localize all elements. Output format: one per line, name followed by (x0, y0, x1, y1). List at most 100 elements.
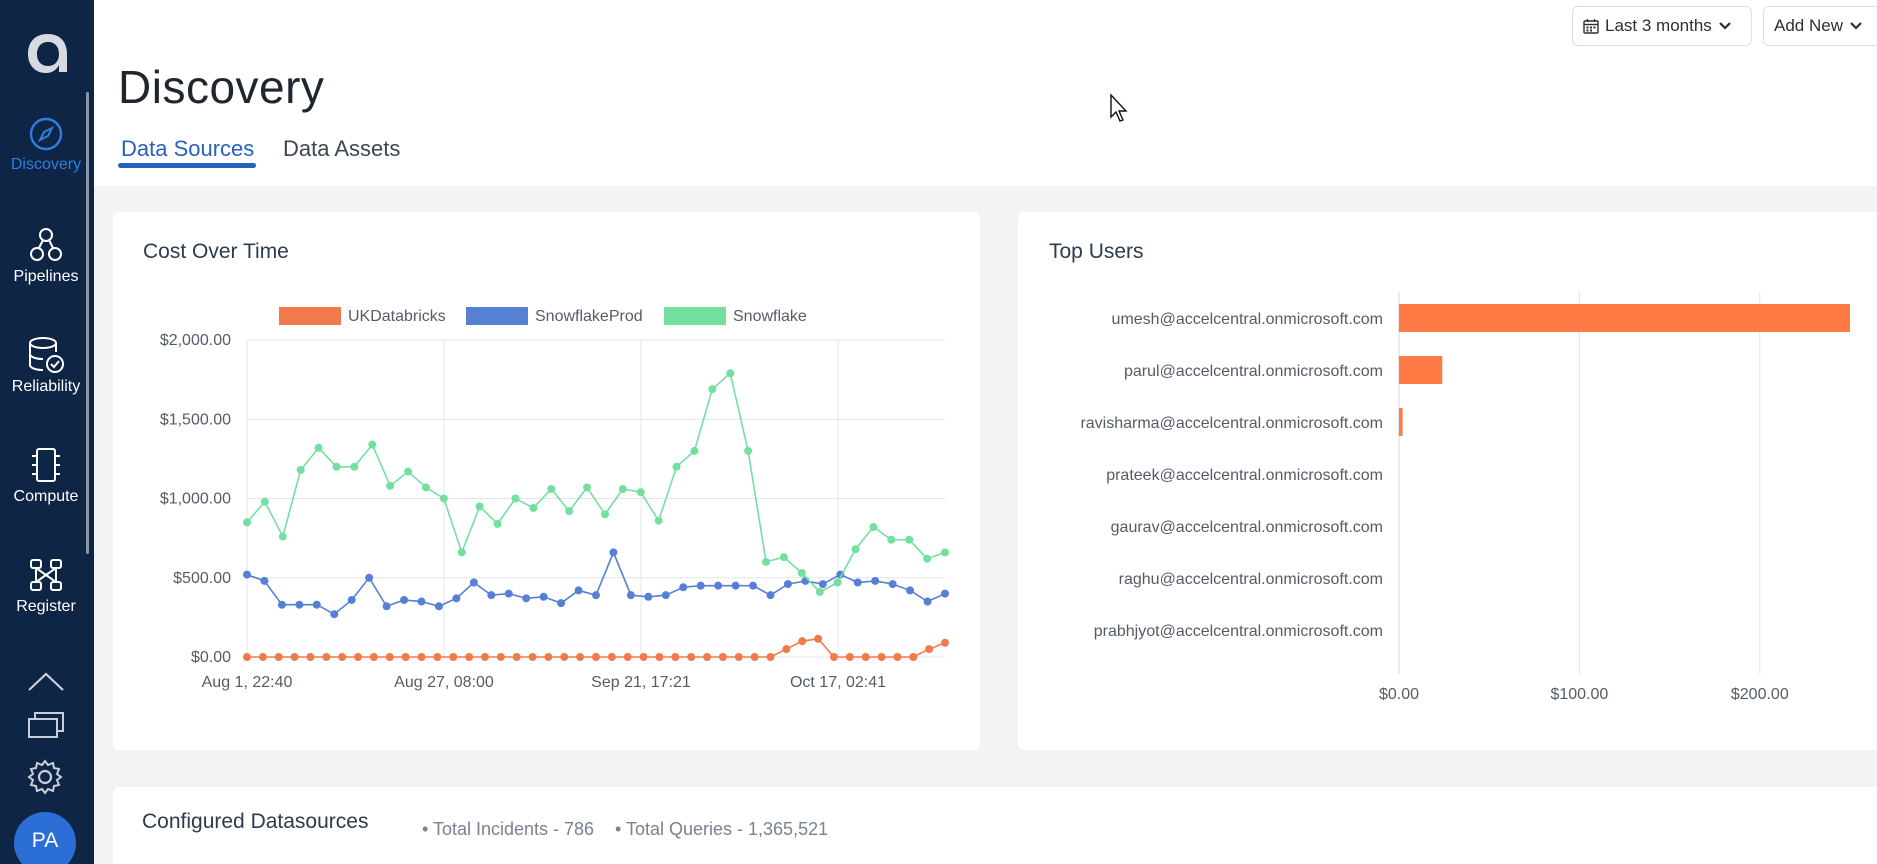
data-point (493, 519, 502, 528)
data-point (417, 597, 426, 606)
upload-icon[interactable] (26, 668, 66, 694)
data-point (504, 589, 513, 598)
legend-label: SnowflakeProd (535, 308, 643, 325)
sidebar-item-compute[interactable]: Compute (0, 446, 92, 506)
category-label: parul@accelcentral.onmicrosoft.com (1124, 363, 1383, 380)
data-point (382, 602, 391, 611)
gear-icon[interactable] (26, 758, 64, 796)
chevron-down-icon (1850, 22, 1862, 30)
category-label: umesh@accelcentral.onmicrosoft.com (1112, 311, 1383, 328)
data-point (893, 653, 902, 661)
data-point (296, 465, 305, 474)
data-point (871, 576, 880, 585)
sidebar-item-label: Compute (13, 488, 79, 505)
data-point (522, 594, 531, 603)
avatar[interactable]: PA (14, 812, 76, 864)
data-point (583, 483, 592, 492)
y-tick-label: $0.00 (191, 649, 231, 666)
data-point (672, 462, 681, 471)
data-point (354, 653, 363, 661)
data-point (845, 653, 854, 661)
chip-icon (32, 448, 60, 482)
sidebar-item-discovery[interactable]: Discovery (0, 116, 92, 174)
data-point (404, 467, 413, 476)
cost-over-time-card: Cost Over Time $0.00 $500.00 $1,000.00 $1,5… (113, 212, 980, 750)
data-point (814, 634, 823, 643)
tab-data-sources[interactable]: Data Sources (121, 136, 255, 161)
app-logo[interactable] (20, 28, 74, 78)
data-point (679, 583, 688, 592)
card-title: Top Users (1049, 240, 1144, 263)
data-point (600, 510, 609, 519)
data-point (258, 653, 267, 661)
data-point (766, 653, 775, 661)
x-tick-label: Sep 21, 17:21 (591, 674, 691, 691)
database-check-icon (29, 337, 64, 373)
y-tick-label: $500.00 (173, 570, 231, 587)
sidebar-item-register[interactable]: Register (0, 556, 92, 616)
messages-icon[interactable] (26, 710, 66, 740)
top-users-card: Top Users $0.00 $100.00 $200.00 umesh@accel… (1018, 212, 1877, 750)
data-point (487, 591, 496, 600)
configured-datasources-card: Configured Datasources • Total Incidents… (113, 787, 1877, 864)
data-point (338, 653, 347, 661)
series-line-snowflake (246, 371, 946, 594)
data-point (766, 591, 775, 600)
top-users-chart: $0.00 $100.00 $200.00 umesh@accelcentral.on… (1080, 292, 1850, 703)
card-title: Cost Over Time (143, 240, 289, 263)
add-new-dropdown[interactable]: Add New (1763, 6, 1877, 46)
legend-swatch (279, 307, 341, 325)
data-point (887, 535, 896, 544)
data-point (512, 653, 521, 661)
data-point (941, 548, 949, 557)
data-point (655, 653, 664, 661)
data-point (290, 653, 299, 661)
data-point (539, 592, 548, 601)
sidebar-item-label: Discovery (10, 156, 82, 173)
data-point (714, 581, 723, 590)
legend-label: UKDatabricks (348, 308, 446, 325)
category-label: gaurav@accelcentral.onmicrosoft.com (1111, 519, 1383, 536)
data-point (762, 557, 771, 566)
data-point (726, 369, 735, 378)
data-point (818, 580, 827, 589)
y-tick-label: $1,000.00 (160, 491, 231, 508)
data-point (833, 578, 842, 587)
data-point (469, 578, 478, 587)
data-point (243, 653, 251, 661)
bar (1399, 304, 1850, 332)
x-tick-label: Aug 1, 22:40 (202, 674, 293, 691)
data-point (457, 548, 466, 557)
data-point (687, 653, 696, 661)
data-point (623, 653, 632, 661)
sidebar-scrollbar[interactable] (86, 92, 89, 554)
data-point (260, 576, 269, 585)
data-point (639, 653, 648, 661)
x-tick-label: $200.00 (1731, 686, 1789, 703)
data-point (434, 602, 443, 611)
data-point (626, 591, 635, 600)
data-point (557, 599, 566, 608)
tab-data-assets[interactable]: Data Assets (283, 136, 401, 161)
sidebar-item-reliability[interactable]: Reliability (0, 336, 92, 396)
date-range-dropdown[interactable]: Last 3 months (1572, 6, 1752, 46)
data-point (401, 653, 410, 661)
bar (1399, 356, 1443, 384)
sidebar: Discovery Pipelines Reliability (0, 0, 94, 864)
y-tick-label: $1,500.00 (160, 411, 231, 428)
cost-over-time-chart: $0.00 $500.00 $1,000.00 $1,500.00 $2,000.00 A… (160, 307, 949, 691)
data-point (906, 586, 915, 595)
data-point (496, 653, 505, 661)
data-point (365, 573, 374, 582)
data-point (322, 653, 331, 661)
data-point (797, 568, 806, 577)
page-title: Discovery (118, 61, 325, 113)
data-point (671, 653, 680, 661)
data-point (565, 507, 574, 516)
data-point (636, 488, 645, 497)
data-point (449, 653, 458, 661)
date-range-label: Last 3 months (1605, 16, 1712, 35)
data-point (923, 597, 932, 606)
sidebar-item-pipelines[interactable]: Pipelines (0, 226, 92, 286)
register-icon (30, 559, 62, 591)
